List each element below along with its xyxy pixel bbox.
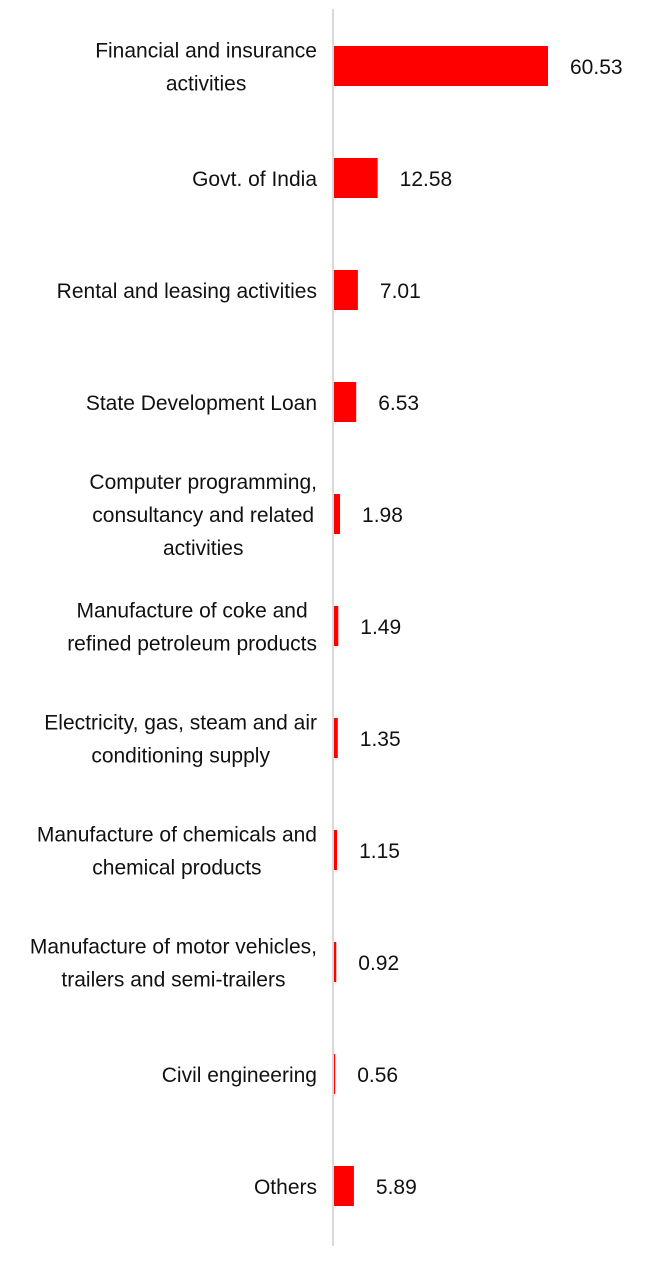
bar	[333, 46, 548, 86]
category-label: Manufacture of motor vehicles, trailers a…	[30, 936, 317, 992]
category-labels: Financial and insurance activities Govt. o…	[30, 40, 317, 1200]
bar-value-label: 1.15	[359, 840, 400, 863]
bar	[333, 1054, 336, 1094]
category-label: Others	[254, 1176, 317, 1199]
bar	[333, 942, 337, 982]
bar-value-label: 5.89	[376, 1176, 417, 1199]
bar-value-label: 0.56	[357, 1064, 398, 1087]
bar-value-label: 1.35	[360, 728, 401, 751]
category-label: State Development Loan	[86, 392, 317, 415]
value-labels: 60.53 12.58 7.01 6.53 1.98 1.49 1.35 1.15 0.92 0.…	[357, 56, 622, 1199]
bar	[333, 382, 357, 422]
category-label: Manufacture of coke and refined petroleum…	[67, 600, 317, 656]
bar	[333, 718, 338, 758]
bar-value-label: 7.01	[380, 280, 421, 303]
bar-value-label: 60.53	[570, 56, 623, 79]
bar	[333, 606, 339, 646]
bar	[333, 270, 358, 310]
category-label: Manufacture of chemicals and chemical pro…	[37, 824, 317, 880]
bar	[333, 830, 338, 870]
category-label: Financial and insurance activities	[95, 40, 317, 96]
bar	[333, 158, 378, 198]
bar	[333, 1166, 354, 1206]
bar-value-label: 1.49	[360, 616, 401, 639]
category-label: Computer programming, consultancy and rel…	[89, 471, 317, 560]
bar-value-label: 6.53	[378, 392, 419, 415]
bar	[333, 494, 341, 534]
category-label: Civil engineering	[162, 1064, 317, 1087]
category-label: Govt. of India	[192, 168, 317, 191]
category-label: Electricity, gas, steam and air condition…	[44, 712, 317, 768]
category-label: Rental and leasing activities	[57, 280, 317, 303]
bar-value-label: 12.58	[400, 168, 453, 191]
bar-value-label: 1.98	[362, 504, 403, 527]
bars-layer	[333, 46, 548, 1206]
bar-value-label: 0.92	[358, 952, 399, 975]
